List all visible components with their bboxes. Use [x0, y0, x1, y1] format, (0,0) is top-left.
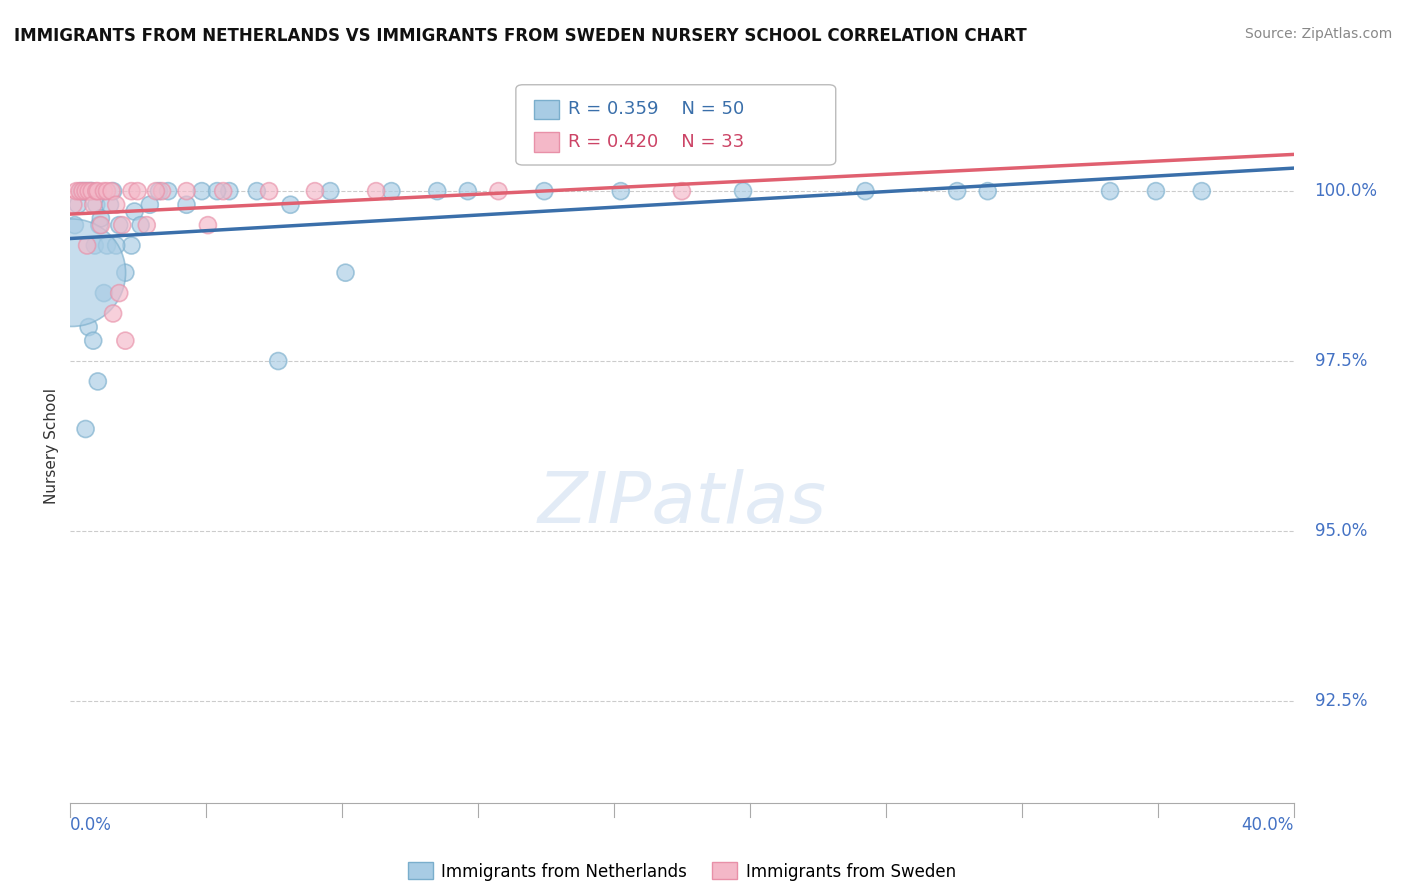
Point [93, 286, 115, 301]
Text: 92.5%: 92.5% [1315, 692, 1367, 710]
Point [70, 184, 93, 198]
Point [855, 184, 877, 198]
Point [66, 198, 89, 212]
Point [488, 184, 510, 198]
Text: Source: ZipAtlas.com: Source: ZipAtlas.com [1244, 27, 1392, 41]
Legend: Immigrants from Netherlands, Immigrants from Sweden: Immigrants from Netherlands, Immigrants … [401, 855, 963, 888]
Point [75, 422, 97, 436]
Point [114, 266, 136, 280]
Point [76, 238, 98, 252]
Point [191, 184, 214, 198]
Point [62, 198, 84, 212]
Point [89, 218, 111, 232]
Point [82, 198, 104, 212]
Point [76, 184, 98, 198]
Point [105, 238, 128, 252]
Point [380, 184, 402, 198]
Text: ZIPatlas: ZIPatlas [537, 468, 827, 538]
Point [80, 184, 103, 198]
Point [100, 184, 122, 198]
Point [1099, 184, 1122, 198]
Point [101, 306, 124, 320]
Y-axis label: Nursery School: Nursery School [44, 388, 59, 504]
Point [610, 184, 633, 198]
Point [135, 218, 157, 232]
Point [75, 184, 97, 198]
Point [82, 334, 104, 348]
Point [83, 238, 105, 252]
Point [946, 184, 969, 198]
Point [257, 184, 280, 198]
Point [84, 184, 107, 198]
Point [246, 184, 269, 198]
Point [319, 184, 342, 198]
Point [79, 184, 101, 198]
Point [111, 218, 134, 232]
Point [218, 184, 240, 198]
Point [65, 184, 87, 198]
Point [127, 184, 149, 198]
Point [129, 218, 152, 232]
Point [976, 184, 998, 198]
Point [108, 218, 131, 232]
Point [101, 184, 124, 198]
Point [90, 211, 112, 226]
Point [124, 204, 146, 219]
Point [77, 320, 100, 334]
Point [457, 184, 479, 198]
Text: 0.0%: 0.0% [70, 816, 112, 834]
Point [60, 266, 83, 280]
Point [1191, 184, 1213, 198]
Text: 100.0%: 100.0% [1315, 182, 1378, 200]
Point [176, 198, 198, 212]
Point [280, 198, 302, 212]
Point [150, 184, 173, 198]
Point [1144, 184, 1167, 198]
Text: 40.0%: 40.0% [1241, 816, 1294, 834]
Point [96, 184, 118, 198]
Point [90, 218, 112, 232]
Point [72, 184, 94, 198]
Point [93, 184, 115, 198]
Point [69, 184, 91, 198]
Point [205, 184, 228, 198]
Point [87, 184, 110, 198]
Point [87, 375, 110, 389]
Point [80, 184, 103, 198]
Point [212, 184, 235, 198]
Point [145, 184, 167, 198]
Point [157, 184, 180, 198]
Point [98, 198, 121, 212]
Point [426, 184, 449, 198]
Point [304, 184, 326, 198]
Point [108, 286, 131, 301]
Text: 97.5%: 97.5% [1315, 352, 1367, 370]
Point [121, 238, 143, 252]
Point [335, 266, 357, 280]
Point [114, 334, 136, 348]
Point [148, 184, 170, 198]
Point [121, 184, 143, 198]
Point [176, 184, 198, 198]
Text: 95.0%: 95.0% [1315, 522, 1367, 540]
Text: R = 0.420    N = 33: R = 0.420 N = 33 [568, 133, 744, 151]
Point [671, 184, 693, 198]
Point [63, 218, 86, 232]
Text: R = 0.359    N = 50: R = 0.359 N = 50 [568, 101, 744, 119]
Point [105, 198, 128, 212]
Point [731, 184, 754, 198]
Point [84, 198, 107, 212]
Point [139, 198, 162, 212]
Point [267, 354, 290, 368]
Point [197, 218, 219, 232]
Text: IMMIGRANTS FROM NETHERLANDS VS IMMIGRANTS FROM SWEDEN NURSERY SCHOOL CORRELATION: IMMIGRANTS FROM NETHERLANDS VS IMMIGRANT… [14, 27, 1026, 45]
Point [73, 184, 96, 198]
Point [533, 184, 555, 198]
Point [96, 238, 118, 252]
Point [366, 184, 388, 198]
Point [77, 184, 100, 198]
